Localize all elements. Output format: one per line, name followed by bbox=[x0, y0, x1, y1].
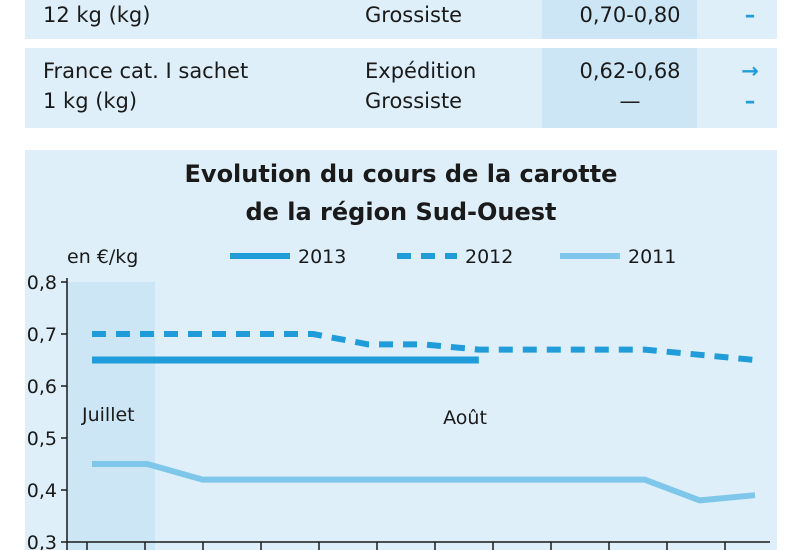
chart-title: Evolution du cours de la carotte bbox=[185, 160, 618, 188]
series-line-2011 bbox=[92, 461, 756, 504]
series-line-2012 bbox=[92, 331, 756, 363]
row-divider bbox=[25, 39, 777, 48]
legend-label-2011: 2011 bbox=[628, 246, 676, 268]
chart-panel: Evolution du cours de la carotte de la ré… bbox=[25, 150, 777, 550]
chart-subtitle: de la région Sud-Ouest bbox=[245, 198, 556, 226]
legend-label-2012: 2012 bbox=[465, 246, 513, 268]
y-tick-label: 0,3 bbox=[27, 532, 57, 550]
stage-label: Expédition bbox=[365, 59, 477, 83]
price-table: 12 kg (kg) Grossiste 0,70-0,80 – France … bbox=[25, 0, 777, 128]
trend-icon: – bbox=[744, 3, 756, 27]
period-label-july: Juillet bbox=[81, 404, 135, 426]
period-label-august: Août bbox=[443, 407, 487, 429]
legend-label-2013: 2013 bbox=[298, 246, 346, 268]
line-chart: Evolution du cours de la carotte de la ré… bbox=[27, 160, 770, 550]
price-column-band bbox=[542, 0, 697, 128]
y-tick-label: 0,5 bbox=[27, 428, 57, 450]
trend-icon: – bbox=[744, 89, 756, 113]
price-value: — bbox=[619, 89, 641, 113]
price-value: 0,70-0,80 bbox=[579, 3, 681, 27]
y-tick-label: 0,4 bbox=[27, 480, 57, 502]
july-band bbox=[67, 282, 155, 550]
product-label: 12 kg (kg) bbox=[43, 3, 151, 27]
y-tick-label: 0,7 bbox=[27, 324, 57, 346]
product-label: France cat. I sachet bbox=[43, 59, 249, 83]
y-axis-label: en €/kg bbox=[67, 246, 138, 268]
stage-label: Grossiste bbox=[365, 89, 463, 113]
price-value: 0,62-0,68 bbox=[579, 59, 681, 83]
product-label: 1 kg (kg) bbox=[43, 89, 138, 113]
y-tick-label: 0,8 bbox=[27, 272, 57, 294]
trend-arrow-icon: → bbox=[741, 59, 759, 83]
y-tick-label: 0,6 bbox=[27, 376, 57, 398]
stage-label: Grossiste bbox=[365, 3, 463, 27]
